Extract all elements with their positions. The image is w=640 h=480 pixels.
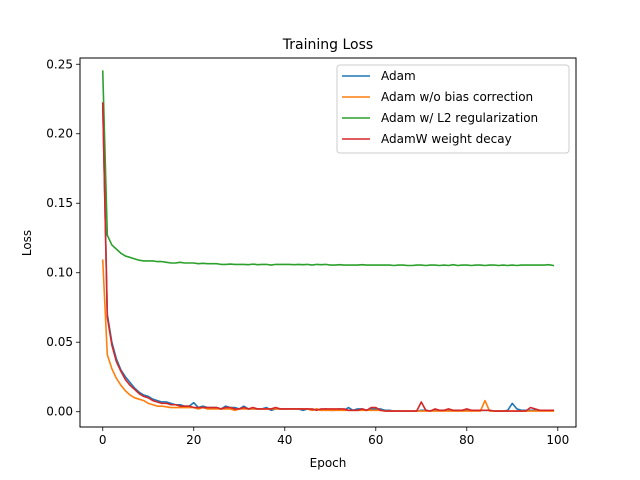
y-tick-label: 0.10: [46, 266, 73, 280]
series-layer: [101, 70, 555, 412]
y-tick-label: 0.15: [46, 196, 73, 210]
y-axis-label: Loss: [20, 230, 34, 256]
y-axis-ticks: 0.00 0.05 0.10 0.15 0.20 0.25: [46, 57, 80, 419]
axes-frame: [79, 57, 577, 428]
legend-entry-adam-w-l2-regularization: Adam w/ L2 regularization: [381, 111, 538, 125]
chart-title: Training Loss: [282, 37, 373, 53]
y-tick-label: 0.25: [46, 57, 73, 71]
x-tick-label: 100: [546, 433, 569, 447]
y-tick-label: 0.05: [46, 335, 73, 349]
legend-entry-adamw-weight-decay: AdamW weight decay: [381, 132, 512, 146]
legend-entry-adam-w-o-bias-correction: Adam w/o bias correction: [381, 90, 533, 104]
legend-entry-adam: Adam: [381, 69, 416, 83]
x-axis-label: Epoch: [310, 456, 347, 470]
x-tick-label: 40: [277, 433, 292, 447]
y-tick-label: 0.00: [46, 405, 73, 419]
series-line-adam-w-l2-regularization: [101, 70, 555, 267]
y-tick-label: 0.20: [46, 127, 73, 141]
x-tick-label: 80: [459, 433, 474, 447]
x-tick-label: 0: [99, 433, 107, 447]
x-tick-label: 60: [368, 433, 383, 447]
legend-box: [336, 64, 570, 154]
x-axis-ticks: 0 20 40 60 80 100: [99, 427, 569, 447]
series-line-adamw-weight-decay: [101, 102, 555, 412]
plot-area: [79, 57, 577, 428]
legend: Adam Adam w/o bias correction Adam w/ L2 r…: [336, 64, 570, 154]
x-tick-label: 20: [186, 433, 201, 447]
